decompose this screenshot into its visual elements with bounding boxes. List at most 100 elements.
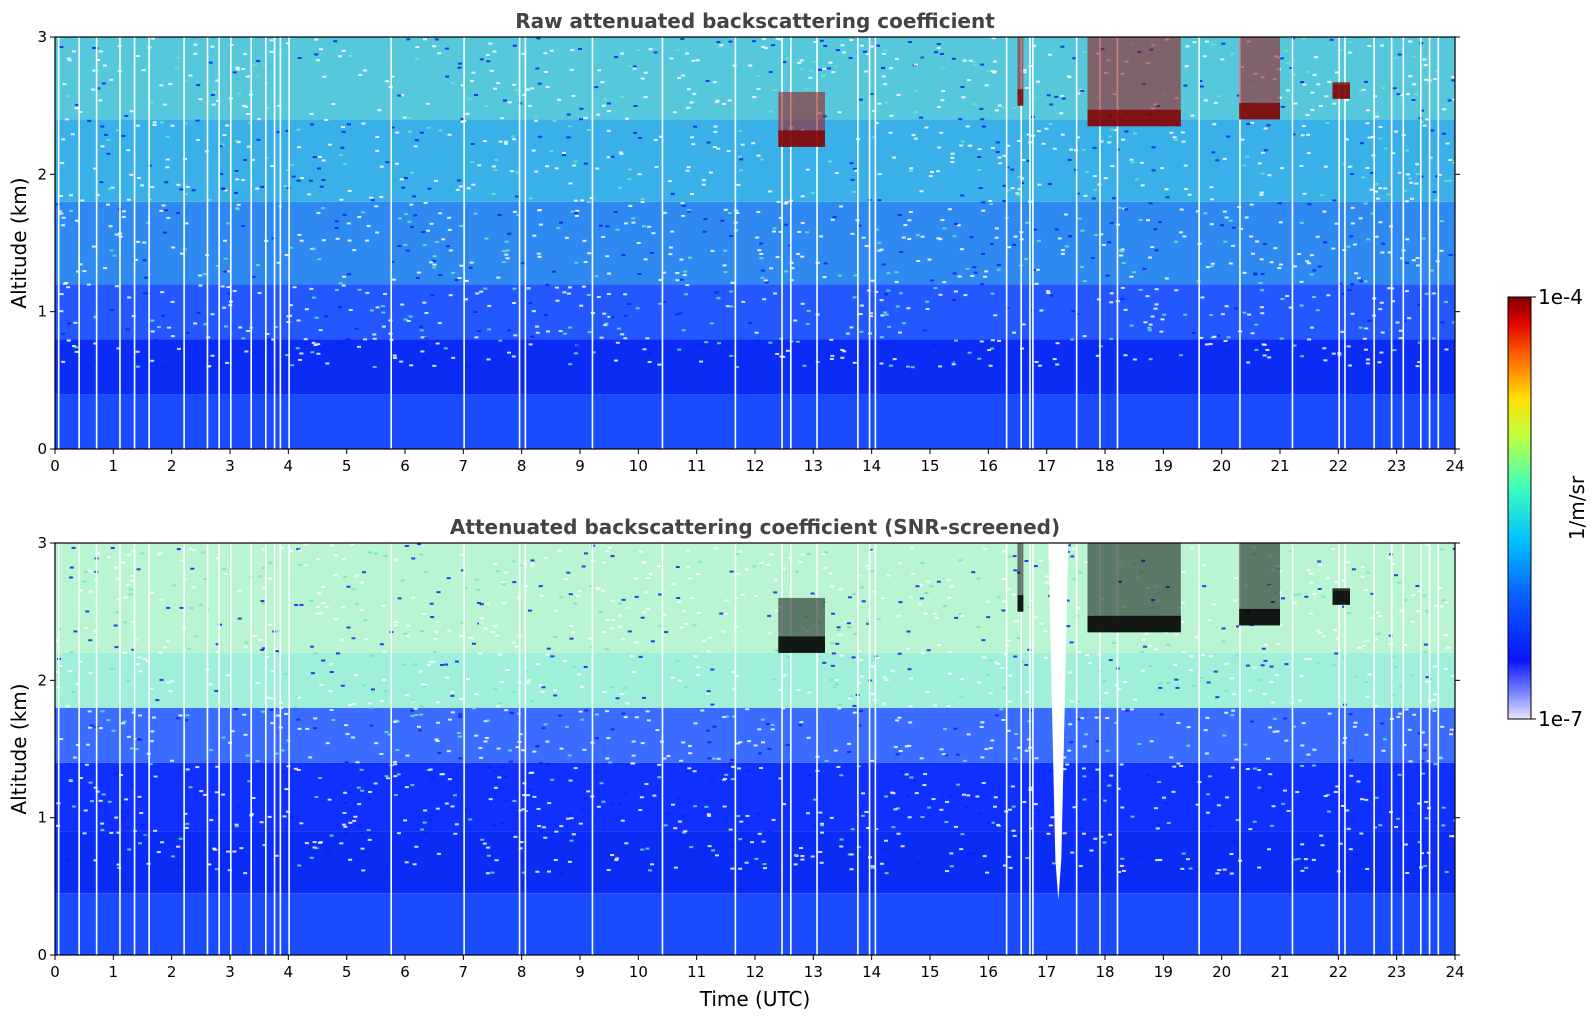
noise-speckle (633, 577, 638, 580)
noise-speckle (1157, 221, 1162, 224)
noise-speckle (1176, 833, 1181, 836)
noise-speckle (800, 195, 805, 198)
data-gap-line (1075, 543, 1078, 955)
x-tick-label: 2 (167, 457, 177, 475)
noise-speckle (314, 796, 319, 799)
noise-speckle (919, 757, 924, 760)
noise-speckle (103, 267, 108, 270)
noise-speckle (805, 87, 810, 90)
noise-speckle (115, 611, 120, 614)
noise-speckle (785, 57, 790, 60)
noise-speckle (196, 84, 201, 87)
noise-speckle (1303, 658, 1308, 661)
noise-speckle (1266, 124, 1271, 127)
noise-speckle (510, 135, 515, 138)
noise-speckle (1117, 206, 1122, 209)
noise-speckle (1050, 769, 1055, 772)
noise-speckle (623, 314, 628, 317)
noise-speckle (702, 639, 707, 642)
noise-speckle (628, 204, 633, 207)
noise-speckle (925, 580, 930, 583)
noise-speckle (759, 561, 764, 564)
noise-speckle (973, 271, 978, 274)
noise-speckle (1407, 177, 1412, 180)
noise-speckle (681, 831, 686, 834)
noise-speckle (1422, 594, 1427, 597)
noise-speckle (1325, 121, 1330, 124)
noise-speckle (1415, 264, 1420, 267)
noise-speckle (810, 592, 815, 595)
noise-speckle (154, 338, 159, 341)
noise-speckle (716, 297, 721, 300)
noise-speckle (1140, 669, 1145, 672)
noise-speckle (850, 232, 855, 235)
noise-speckle (1243, 743, 1248, 746)
noise-speckle (980, 756, 985, 759)
noise-speckle (234, 169, 239, 172)
noise-speckle (546, 330, 551, 333)
noise-speckle (939, 748, 944, 751)
noise-speckle (1138, 288, 1143, 291)
noise-speckle (747, 740, 752, 743)
noise-speckle (150, 37, 155, 40)
noise-speckle (705, 79, 710, 82)
noise-speckle (985, 871, 990, 874)
noise-speckle (699, 343, 704, 346)
noise-speckle (1012, 555, 1017, 558)
noise-speckle (567, 754, 572, 757)
noise-speckle (126, 198, 131, 201)
noise-speckle (1260, 790, 1265, 793)
noise-speckle (940, 99, 945, 102)
noise-speckle (100, 822, 105, 825)
noise-speckle (622, 792, 627, 795)
noise-speckle (1162, 313, 1167, 316)
noise-speckle (1129, 708, 1134, 711)
noise-speckle (375, 306, 380, 309)
noise-speckle (225, 361, 230, 364)
noise-speckle (892, 358, 897, 361)
noise-speckle (313, 727, 318, 730)
noise-speckle (1102, 841, 1107, 844)
noise-speckle (1081, 148, 1086, 151)
noise-speckle (463, 808, 468, 811)
data-gap-line (279, 37, 282, 449)
noise-speckle (571, 631, 576, 634)
noise-speckle (870, 279, 875, 282)
noise-speckle (98, 727, 103, 730)
noise-speckle (915, 585, 920, 588)
noise-speckle (795, 570, 800, 573)
noise-speckle (689, 136, 694, 139)
noise-speckle (121, 816, 126, 819)
noise-speckle (990, 821, 995, 824)
noise-speckle (121, 215, 126, 218)
noise-speckle (338, 154, 343, 157)
noise-speckle (955, 753, 960, 756)
noise-speckle (196, 311, 201, 314)
noise-speckle (515, 746, 520, 749)
noise-speckle (631, 671, 636, 674)
noise-speckle (738, 838, 743, 841)
noise-speckle (212, 810, 217, 813)
noise-speckle (1370, 171, 1375, 174)
noise-speckle (952, 299, 957, 302)
noise-speckle (372, 337, 377, 340)
noise-speckle (269, 50, 274, 53)
noise-speckle (1174, 633, 1179, 636)
noise-speckle (822, 276, 827, 279)
noise-speckle (113, 624, 118, 627)
noise-speckle (637, 273, 642, 276)
noise-speckle (738, 867, 743, 870)
noise-speckle (1080, 229, 1085, 232)
noise-speckle (908, 677, 913, 680)
data-gap-line (148, 543, 150, 955)
noise-speckle (880, 597, 885, 600)
noise-speckle (832, 216, 837, 219)
noise-speckle (65, 859, 70, 862)
noise-speckle (131, 315, 136, 318)
noise-speckle (1323, 165, 1328, 168)
noise-speckle (150, 319, 155, 322)
noise-speckle (341, 284, 346, 287)
noise-speckle (1063, 213, 1068, 216)
noise-speckle (762, 298, 767, 301)
noise-speckle (388, 319, 393, 322)
